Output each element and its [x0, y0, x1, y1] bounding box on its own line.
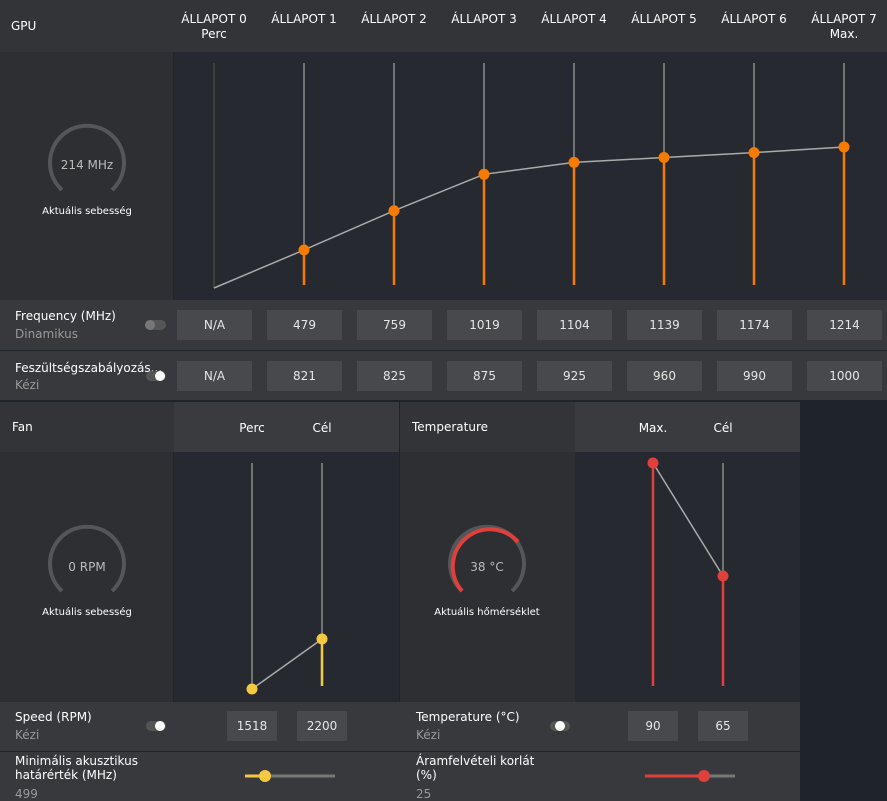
- gauge-label: Aktuális sebesség: [42, 607, 132, 618]
- state-name: ÁLLAPOT 7: [811, 12, 877, 26]
- row-mode: Kézi: [15, 378, 40, 392]
- column-header: Cél: [713, 421, 733, 435]
- value-input: N/A: [177, 310, 252, 340]
- value-input: 875: [447, 361, 522, 391]
- column-header: Perc: [239, 421, 265, 435]
- state-point: [658, 151, 670, 163]
- gauge-label: Aktuális sebesség: [42, 206, 132, 217]
- value-input: 960: [627, 361, 702, 391]
- state-point: [478, 168, 490, 180]
- gpu-header: [0, 0, 887, 52]
- slider-knob[interactable]: [698, 770, 710, 782]
- curve: [251, 638, 323, 690]
- state-point: [298, 244, 310, 256]
- value-input: N/A: [177, 361, 252, 391]
- state-name: ÁLLAPOT 2: [361, 12, 427, 26]
- gauge-label: Aktuális hőmérséklet: [434, 607, 540, 618]
- row-label: Temperature (°C): [416, 710, 520, 724]
- curve: [652, 462, 724, 577]
- gauge-arc: [48, 524, 126, 593]
- value-input: 1104: [537, 310, 612, 340]
- temp-gauge-panel: [400, 452, 575, 702]
- point: [246, 683, 258, 695]
- gauge-value: 214 MHz: [60, 158, 114, 172]
- state-name: ÁLLAPOT 5: [631, 12, 697, 26]
- state-sub: Max.: [829, 27, 859, 41]
- value-input: 1518: [227, 711, 277, 741]
- slider-value: 25: [416, 787, 432, 801]
- fan-gauge-panel: [0, 452, 173, 702]
- state-sub: Perc: [201, 27, 227, 41]
- toggle-knob: [155, 721, 165, 731]
- gpu-title: GPU: [11, 19, 37, 33]
- state-name: ÁLLAPOT 1: [271, 12, 337, 26]
- value-input: 990: [717, 361, 792, 391]
- column-header: Cél: [312, 421, 332, 435]
- value-input: 2200: [297, 711, 347, 741]
- temp-graph-panel: [575, 452, 800, 702]
- state-name: ÁLLAPOT 6: [721, 12, 787, 26]
- fan-graph-panel: [174, 452, 399, 702]
- value-input: 821: [267, 361, 342, 391]
- value-input: 759: [357, 310, 432, 340]
- row-mode: Kézi: [416, 728, 441, 742]
- gpu-graph-panel: [174, 52, 887, 300]
- row-label: Speed (RPM): [15, 710, 92, 724]
- row-mode: Kézi: [15, 728, 40, 742]
- point: [647, 457, 659, 469]
- state-name: ÁLLAPOT 3: [451, 12, 517, 26]
- state-name: ÁLLAPOT 4: [541, 12, 607, 26]
- row-label: Feszültségszabályozás...: [15, 361, 163, 375]
- column-header: Max.: [638, 421, 668, 435]
- state-point: [388, 205, 400, 217]
- toggle-knob: [155, 371, 165, 381]
- temp-title: Temperature: [412, 420, 489, 434]
- value-input: 65: [698, 711, 748, 741]
- fan-col-header: [174, 402, 399, 452]
- value-input: 1019: [447, 310, 522, 340]
- slider-value: 499: [15, 787, 38, 801]
- row-mode: Dinamikus: [15, 327, 78, 341]
- temp-col-header: [575, 402, 800, 452]
- value-input: 825: [357, 361, 432, 391]
- gauge-value: 38 °C: [470, 560, 504, 574]
- slider-knob[interactable]: [259, 770, 271, 782]
- value-input: 1214: [807, 310, 882, 340]
- point: [717, 570, 729, 582]
- row-label: Frequency (MHz): [15, 309, 116, 323]
- state-point: [838, 141, 850, 153]
- slider-label: Áramfelvételi korlát (%): [416, 754, 535, 782]
- curve: [213, 146, 845, 289]
- point: [316, 633, 328, 645]
- toggle-knob: [145, 320, 155, 330]
- gauge-value: 0 RPM: [68, 560, 106, 574]
- value-input: 479: [267, 310, 342, 340]
- value-input: 90: [628, 711, 678, 741]
- fan-title: Fan: [12, 420, 33, 434]
- gauge-arc-fill: [450, 527, 520, 593]
- gauge-arc: [448, 524, 526, 593]
- gauge-arc: [48, 123, 126, 192]
- toggle-knob: [555, 721, 565, 731]
- state-point: [748, 147, 760, 159]
- gpu-gauge-panel: [0, 52, 173, 300]
- value-input: 1000: [807, 361, 882, 391]
- value-input: 1174: [717, 310, 792, 340]
- value-input: 1139: [627, 310, 702, 340]
- state-point: [568, 156, 580, 168]
- state-name: ÁLLAPOT 0: [181, 12, 247, 26]
- value-input: 925: [537, 361, 612, 391]
- slider-label: Minimális akusztikus határérték (MHz): [15, 754, 138, 782]
